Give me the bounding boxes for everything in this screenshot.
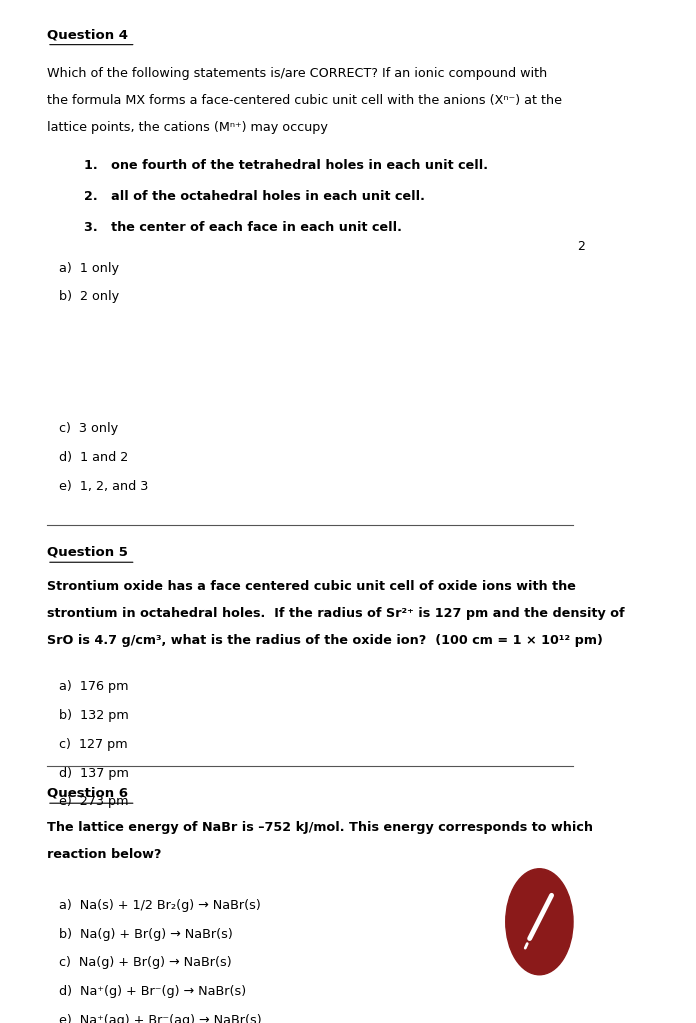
Text: a)  1 only: a) 1 only [59, 262, 119, 274]
Text: a)  176 pm: a) 176 pm [59, 680, 129, 693]
Text: b)  Na(g) + Br(g) → NaBr(s): b) Na(g) + Br(g) → NaBr(s) [59, 928, 233, 940]
Text: 1.   one fourth of the tetrahedral holes in each unit cell.: 1. one fourth of the tetrahedral holes i… [84, 160, 488, 172]
Text: e)  1, 2, and 3: e) 1, 2, and 3 [59, 481, 148, 493]
Text: e)  273 pm: e) 273 pm [59, 796, 129, 808]
Text: e)  Na⁺(aq) + Br⁻(aq) → NaBr(s): e) Na⁺(aq) + Br⁻(aq) → NaBr(s) [59, 1014, 262, 1023]
Text: 3.   the center of each face in each unit cell.: 3. the center of each face in each unit … [84, 221, 402, 234]
Text: the formula MX forms a face-centered cubic unit cell with the anions (Xⁿ⁻) at th: the formula MX forms a face-centered cub… [47, 94, 562, 106]
Text: 2: 2 [578, 240, 585, 254]
Text: d)  Na⁺(g) + Br⁻(g) → NaBr(s): d) Na⁺(g) + Br⁻(g) → NaBr(s) [59, 985, 246, 998]
Text: c)  3 only: c) 3 only [59, 422, 118, 436]
Text: 2.   all of the octahedral holes in each unit cell.: 2. all of the octahedral holes in each u… [84, 190, 425, 204]
Text: SrO is 4.7 g/cm³, what is the radius of the oxide ion?  (100 cm = 1 × 10¹² pm): SrO is 4.7 g/cm³, what is the radius of … [47, 633, 603, 647]
Text: Question 5: Question 5 [47, 546, 128, 559]
Text: d)  1 and 2: d) 1 and 2 [59, 451, 129, 464]
Text: a)  Na(s) + 1/2 Br₂(g) → NaBr(s): a) Na(s) + 1/2 Br₂(g) → NaBr(s) [59, 898, 261, 911]
Text: lattice points, the cations (Mⁿ⁺) may occupy: lattice points, the cations (Mⁿ⁺) may oc… [47, 121, 328, 134]
Text: Question 6: Question 6 [47, 787, 128, 800]
Text: b)  132 pm: b) 132 pm [59, 709, 129, 722]
Text: c)  127 pm: c) 127 pm [59, 738, 128, 751]
Text: b)  2 only: b) 2 only [59, 291, 119, 304]
Text: d)  137 pm: d) 137 pm [59, 766, 129, 780]
Text: Strontium oxide has a face centered cubic unit cell of oxide ions with the: Strontium oxide has a face centered cubi… [47, 580, 576, 592]
Circle shape [506, 869, 573, 975]
Text: c)  Na(g) + Br(g) → NaBr(s): c) Na(g) + Br(g) → NaBr(s) [59, 957, 232, 970]
Text: reaction below?: reaction below? [47, 847, 161, 860]
Text: strontium in octahedral holes.  If the radius of Sr²⁺ is 127 pm and the density : strontium in octahedral holes. If the ra… [47, 607, 624, 620]
Text: Question 4: Question 4 [47, 29, 128, 41]
Text: Which of the following statements is/are CORRECT? If an ionic compound with: Which of the following statements is/are… [47, 66, 547, 80]
Text: The lattice energy of NaBr is –752 kJ/mol. This energy corresponds to which: The lattice energy of NaBr is –752 kJ/mo… [47, 820, 593, 834]
